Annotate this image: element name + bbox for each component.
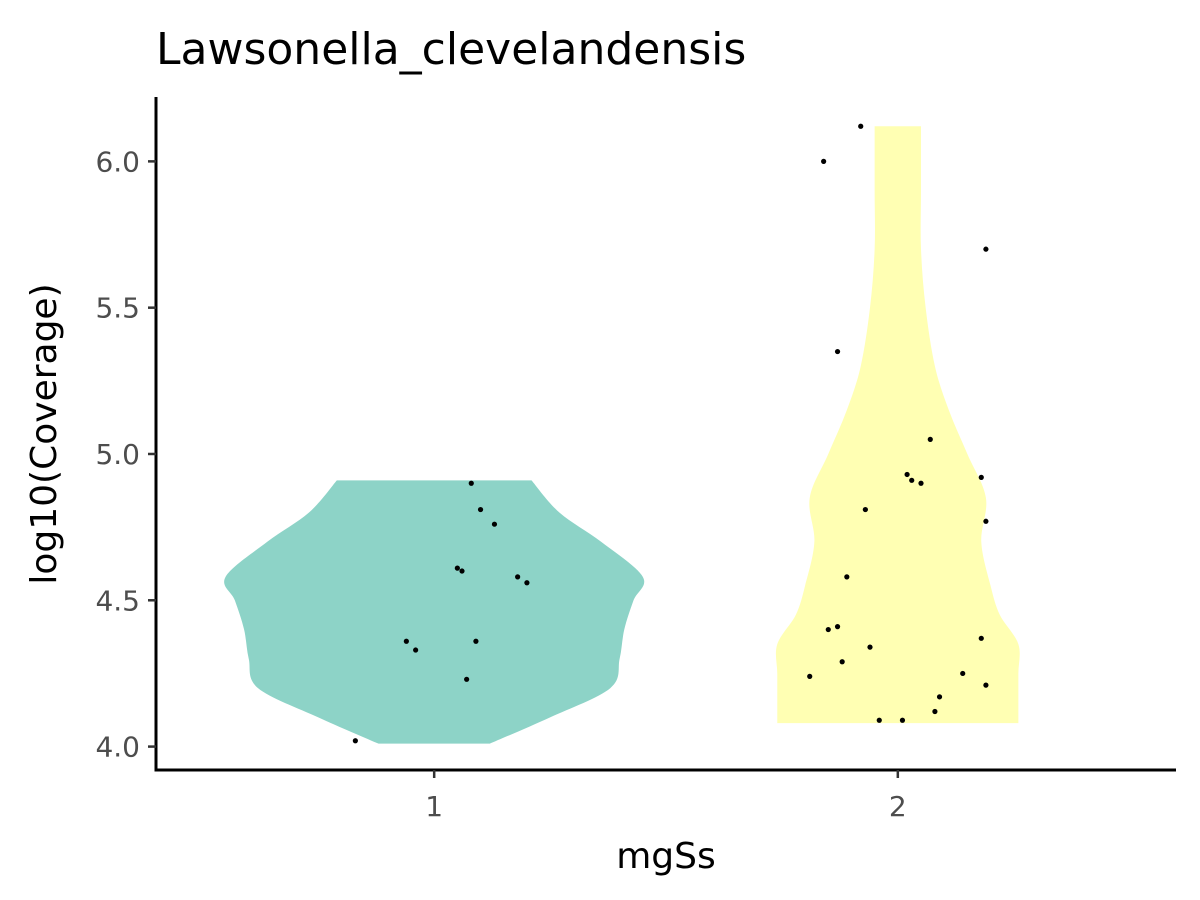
data-point <box>459 568 465 574</box>
data-point <box>844 574 850 580</box>
data-point <box>983 246 989 252</box>
data-point <box>960 670 966 677</box>
chart-title: Lawsonella_clevelandensis <box>156 24 746 75</box>
data-point <box>403 638 409 644</box>
y-tick-label: 4.0 <box>95 731 140 764</box>
data-point <box>927 436 933 442</box>
data-point <box>858 123 864 129</box>
data-point <box>464 676 470 682</box>
violin-layer <box>224 126 1020 744</box>
data-point <box>876 717 882 723</box>
data-point <box>807 673 813 679</box>
y-axis-ticks: 4.0 4.5 5.0 5.5 6.0 <box>95 145 156 764</box>
y-tick-label: 5.5 <box>95 292 140 325</box>
data-point <box>909 477 915 483</box>
data-point <box>491 521 498 527</box>
violin-1 <box>224 480 645 744</box>
y-axis-title: log10(Coverage) <box>24 283 65 584</box>
data-point <box>352 738 358 744</box>
x-tick-label: 2 <box>889 790 907 823</box>
data-point <box>978 635 984 641</box>
data-point <box>918 480 924 486</box>
data-point <box>454 565 460 571</box>
data-point <box>862 506 868 513</box>
data-point <box>867 644 873 650</box>
data-point <box>468 480 474 486</box>
data-point <box>899 717 906 723</box>
data-point <box>839 659 845 665</box>
data-point <box>834 624 841 630</box>
data-point <box>473 638 479 644</box>
x-tick-label: 1 <box>425 790 443 823</box>
data-point <box>524 580 530 586</box>
violin-2 <box>775 126 1020 724</box>
data-point <box>978 474 984 480</box>
data-point <box>936 694 943 700</box>
data-point <box>904 471 910 478</box>
data-point <box>821 158 827 164</box>
data-point <box>983 682 989 688</box>
data-point <box>413 647 419 653</box>
x-axis-title: mgSs <box>616 836 716 877</box>
data-point <box>477 506 484 513</box>
jitter-points <box>352 123 989 744</box>
data-point <box>983 518 989 524</box>
y-tick-label: 6.0 <box>95 145 140 178</box>
data-point <box>932 708 938 715</box>
data-point <box>834 348 841 355</box>
y-tick-label: 4.5 <box>95 584 140 617</box>
data-point <box>825 626 831 633</box>
y-tick-label: 5.0 <box>95 438 140 471</box>
data-point <box>515 574 521 580</box>
